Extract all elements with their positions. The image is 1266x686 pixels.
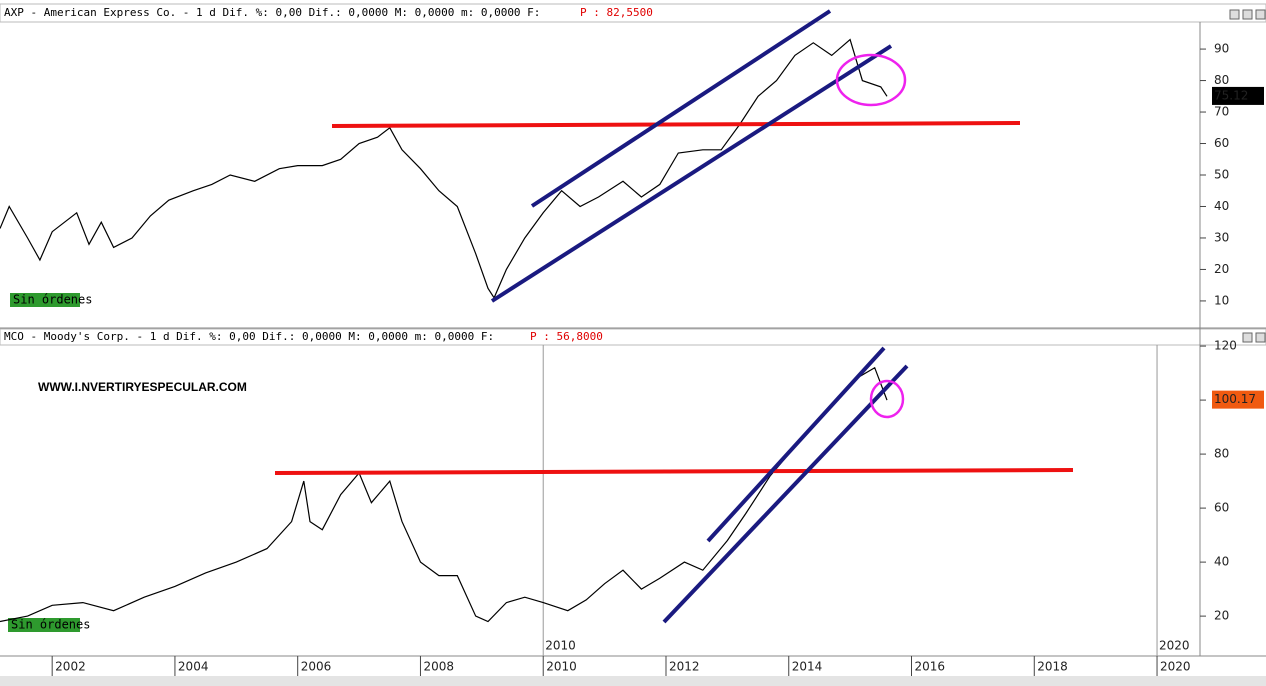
y-tick-label: 120 [1214, 339, 1237, 353]
channel-line [530, 9, 832, 208]
price-field: P : 56,8000 [530, 330, 603, 343]
support-line [331, 121, 1021, 128]
y-tick-label: 20 [1214, 609, 1229, 623]
header-title: MCO - Moody's Corp. - 1 d Dif. %: 0,00 D… [4, 330, 494, 343]
highlight-ellipse [869, 379, 905, 419]
x-tick-label: 2020 [1160, 660, 1191, 674]
channel-line [490, 44, 893, 303]
x-tick-label: 2012 [669, 660, 700, 674]
x-tick-label: 2002 [55, 660, 86, 674]
scrollbar[interactable] [0, 676, 1266, 686]
header-bar [0, 328, 1266, 346]
highlight-ellipse [835, 53, 907, 107]
last-price-label: 100.17 [1214, 392, 1256, 406]
button[interactable] [1255, 9, 1266, 20]
y-tick-label: 60 [1214, 136, 1229, 150]
price-field: P : 82,5500 [580, 6, 653, 19]
channel-line [662, 364, 909, 624]
y-tick-label: 80 [1214, 73, 1229, 87]
button[interactable] [1242, 9, 1253, 20]
x-tick-label: 2014 [792, 660, 823, 674]
status-box [10, 293, 80, 307]
button[interactable] [1229, 9, 1240, 20]
y-tick-label: 80 [1214, 447, 1229, 461]
y-tick-label: 30 [1214, 230, 1229, 244]
last-price-box [1212, 86, 1264, 105]
y-tick-label: 10 [1214, 293, 1229, 307]
y-tick-label: 90 [1214, 42, 1229, 56]
header-bar [0, 3, 1266, 23]
y-tick-label: 50 [1214, 168, 1229, 182]
x-tick-label: 2004 [178, 660, 209, 674]
button[interactable] [1255, 332, 1266, 343]
decade-label: 2020 [1159, 639, 1190, 653]
price-line [0, 366, 888, 623]
y-tick-label: 40 [1214, 199, 1229, 213]
y-tick-label: 40 [1214, 555, 1229, 569]
status-box [8, 618, 80, 632]
watermark: WWW.I.NVERTIRYESPECULAR.COM [38, 380, 247, 394]
price-line [0, 38, 888, 300]
x-tick-label: 2016 [915, 660, 946, 674]
window-buttons[interactable] [1229, 9, 1266, 343]
x-tick-label: 2006 [301, 660, 332, 674]
decade-label: 2010 [545, 639, 576, 653]
y-tick-label: 20 [1214, 262, 1229, 276]
y-tick-label: 60 [1214, 501, 1229, 515]
x-tick-label: 2018 [1037, 660, 1068, 674]
button[interactable] [1242, 332, 1253, 343]
last-price-label: 75.12 [1214, 88, 1248, 102]
header-title: AXP - American Express Co. - 1 d Dif. %:… [4, 6, 540, 19]
support-line [274, 468, 1074, 475]
x-tick-label: 2010 [546, 660, 577, 674]
y-tick-label: 70 [1214, 105, 1229, 119]
last-price-box [1212, 390, 1264, 409]
status-text: Sin órdenes [13, 293, 92, 307]
channel-line [706, 346, 886, 543]
annotations [274, 9, 1074, 624]
status-text: Sin órdenes [11, 618, 90, 632]
x-tick-label: 2008 [423, 660, 454, 674]
